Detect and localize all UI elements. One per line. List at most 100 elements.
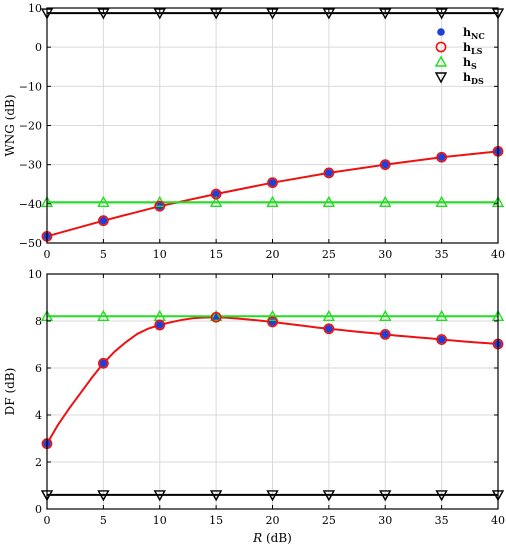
data-point-ls: [210, 188, 222, 200]
data-point-nc: [381, 160, 390, 169]
legend-symbol: h: [463, 26, 471, 39]
legend-marker-nc: [437, 28, 445, 36]
y-tick-label: −30: [19, 159, 42, 172]
x-tick-label: 5: [100, 248, 107, 261]
data-point-s: [322, 309, 336, 321]
x-tick-label: 5: [100, 514, 107, 527]
data-point-s: [97, 195, 110, 207]
x-tick-label: 35: [435, 248, 449, 261]
x-tick-label: 25: [322, 248, 336, 261]
data-point-nc: [99, 359, 108, 368]
data-point-ds: [209, 490, 223, 502]
data-point-ds: [322, 490, 336, 502]
y-tick-label: 0: [35, 503, 42, 516]
data-point-ls: [267, 316, 278, 328]
x-tick-label: 40: [491, 248, 505, 261]
data-point-ls: [97, 215, 109, 227]
x-tick-label: 40: [491, 514, 505, 527]
x-axis-label-symbol: R: [252, 531, 262, 545]
data-point-s: [266, 309, 279, 321]
data-point-ds: [153, 490, 166, 502]
data-point-ls: [323, 323, 335, 335]
data-point-s: [322, 195, 336, 207]
y-tick-label: 4: [35, 409, 42, 422]
data-point-ls: [436, 151, 448, 163]
x-axis-label: R (dB): [252, 531, 292, 545]
y-tick-label: 6: [35, 362, 42, 375]
y-tick-label: 8: [35, 315, 42, 328]
data-point-nc: [212, 190, 220, 198]
legend-marker-ds: [434, 72, 448, 84]
data-point-ds: [379, 490, 392, 502]
data-point-ds: [266, 490, 279, 502]
y-tick-label: −50: [19, 237, 42, 250]
x-tick-label: 20: [266, 514, 280, 527]
y-tick-label: −20: [19, 120, 42, 133]
legend-subscript: S: [471, 61, 477, 71]
legend-marker-ls: [435, 41, 447, 53]
wng-panel: 0 5 10 15 20 25 30 35 40 10 0 −10 −20 −30 −40 −50 WNG (d…: [3, 2, 505, 261]
data-point-s: [266, 195, 279, 207]
y-tick-label: 10: [28, 2, 42, 15]
x-tick-label: 30: [378, 514, 392, 527]
data-point-s: [435, 309, 448, 321]
y-axis-label: DF (dB): [3, 368, 17, 416]
data-point-ds: [97, 490, 110, 502]
x-tick-label: 10: [153, 248, 167, 261]
x-axis-label-unit: (dB): [262, 531, 292, 545]
data-point-ls: [154, 319, 166, 331]
data-point-nc: [325, 324, 333, 333]
legend-subscript: NC: [471, 31, 485, 41]
data-point-ds: [435, 490, 448, 502]
legend-entry-nc: hNC: [463, 26, 485, 41]
data-point-s: [97, 309, 110, 321]
data-point-nc: [381, 330, 390, 339]
y-tick-label: −40: [19, 198, 42, 211]
legend-entry-ls: hLS: [463, 41, 483, 56]
legend-entry-s: hS: [463, 56, 477, 71]
data-point-ls: [379, 328, 391, 340]
data-point-s: [379, 195, 392, 207]
data-point-s: [209, 195, 223, 207]
legend-subscript: LS: [471, 46, 483, 56]
legend-symbol: h: [463, 71, 471, 84]
legend-subscript: DS: [471, 76, 484, 86]
data-point-nc: [155, 321, 164, 329]
data-point-ls: [267, 177, 278, 189]
data-point-ls: [379, 159, 391, 171]
data-point-ls: [97, 357, 109, 369]
data-point-nc: [437, 335, 446, 344]
x-tick-label: 35: [435, 514, 449, 527]
data-point-nc: [99, 216, 108, 225]
x-tick-label: 25: [322, 514, 336, 527]
x-tick-label: 15: [209, 514, 223, 527]
y-tick-label: 10: [28, 268, 42, 281]
data-point-ls: [210, 311, 222, 323]
data-point-nc: [268, 178, 277, 187]
data-point-s: [209, 309, 223, 321]
data-point-nc: [437, 153, 446, 162]
data-point-s: [379, 309, 392, 321]
data-point-nc: [325, 169, 333, 177]
y-tick-label: 2: [35, 456, 42, 469]
x-tick-label: 30: [378, 248, 392, 261]
x-tick-label: 0: [44, 248, 51, 261]
x-tick-label: 10: [153, 514, 167, 527]
y-tick-label: −10: [19, 80, 42, 93]
legend-symbol: h: [463, 56, 471, 69]
data-point-s: [435, 195, 448, 207]
x-tick-label: 20: [266, 248, 280, 261]
y-axis-label: WNG (dB): [3, 94, 17, 156]
x-tick-label: 0: [44, 514, 51, 527]
legend-entry-ds: hDS: [463, 71, 484, 86]
legend-symbol: h: [463, 41, 471, 54]
y-tick-label: 0: [35, 41, 42, 54]
data-point-ls: [323, 167, 335, 179]
data-point-nc: [268, 318, 277, 326]
data-point-ls: [436, 334, 448, 345]
data-point-ls: [154, 200, 166, 212]
legend-marker-s: [434, 55, 448, 67]
